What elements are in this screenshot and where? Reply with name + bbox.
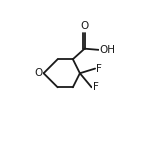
Text: OH: OH [100,45,116,55]
Text: F: F [96,64,102,74]
Text: F: F [93,82,99,92]
Text: O: O [34,68,42,78]
Text: O: O [80,21,89,31]
